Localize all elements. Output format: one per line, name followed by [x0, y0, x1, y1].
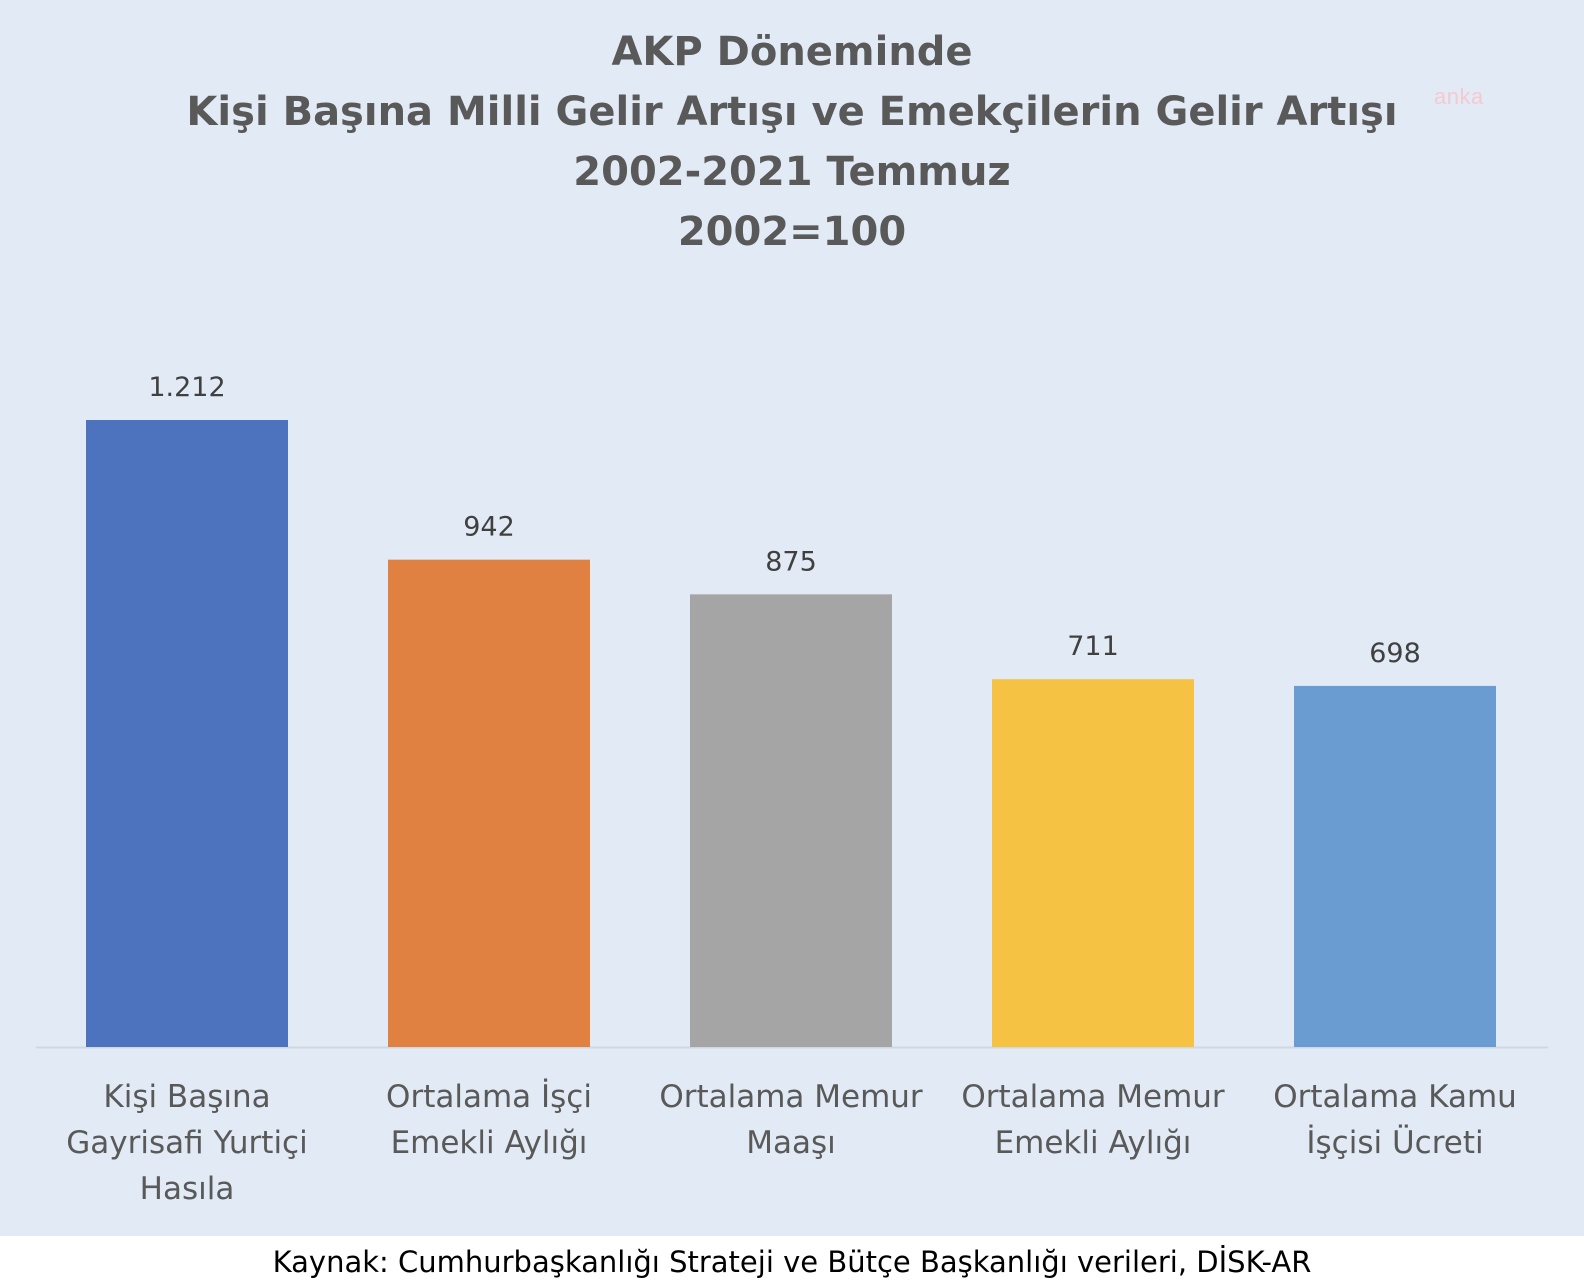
bar-4 [992, 679, 1194, 1047]
bar-2 [388, 559, 590, 1047]
watermark-logo: anka [1434, 84, 1484, 109]
category-label-2: Ortalama İşçi Emekli Aylığı [344, 1074, 634, 1166]
data-label-4: 711 [1067, 631, 1119, 662]
category-label-5: Ortalama Kamu İşçisi Ücreti [1250, 1074, 1540, 1166]
category-label-line: Ortalama Kamu [1273, 1079, 1517, 1115]
category-label-line: Ortalama Memur [659, 1079, 923, 1115]
category-label-1: Kişi Başına Gayrisafi Yurtiçi Hasıla [42, 1074, 332, 1212]
bar-plot: 1.212 942 875 711 698 [36, 372, 1548, 1049]
title-line-4: 2002=100 [677, 209, 907, 255]
category-label-3: Ortalama Memur Maaşı [646, 1074, 936, 1166]
category-label-line: Emekli Aylığı [994, 1125, 1192, 1161]
category-label-line: Ortalama Memur [961, 1079, 1225, 1115]
data-label-3: 875 [765, 546, 817, 577]
title-line-3: 2002-2021 Temmuz [573, 149, 1011, 195]
category-label-4: Ortalama Memur Emekli Aylığı [948, 1074, 1238, 1166]
bar-5 [1294, 685, 1496, 1047]
category-label-line: Maaşı [746, 1125, 836, 1161]
category-label-line: Kişi Başına [103, 1079, 271, 1115]
data-label-2: 942 [463, 512, 515, 543]
category-label-line: Ortalama İşçi [386, 1079, 592, 1115]
category-label-line: İşçisi Ücreti [1306, 1125, 1484, 1161]
bar-1 [86, 420, 288, 1047]
title-line-1: AKP Döneminde [611, 29, 973, 75]
data-label-5: 698 [1369, 638, 1421, 669]
category-label-line: Gayrisafi Yurtiçi [66, 1125, 308, 1161]
source-note: Kaynak: Cumhurbaşkanlığı Strateji ve Büt… [272, 1245, 1312, 1279]
title-line-2: Kişi Başına Milli Gelir Artışı ve Emekçi… [186, 89, 1398, 135]
category-label-line: Emekli Aylığı [390, 1125, 588, 1161]
data-label-1: 1.212 [148, 372, 225, 403]
category-label-line: Hasıla [139, 1171, 235, 1207]
chart-title: AKP Döneminde Kişi Başına Milli Gelir Ar… [0, 22, 1584, 262]
chart-area: AKP Döneminde Kişi Başına Milli Gelir Ar… [0, 0, 1584, 1236]
bar-3 [690, 594, 892, 1047]
